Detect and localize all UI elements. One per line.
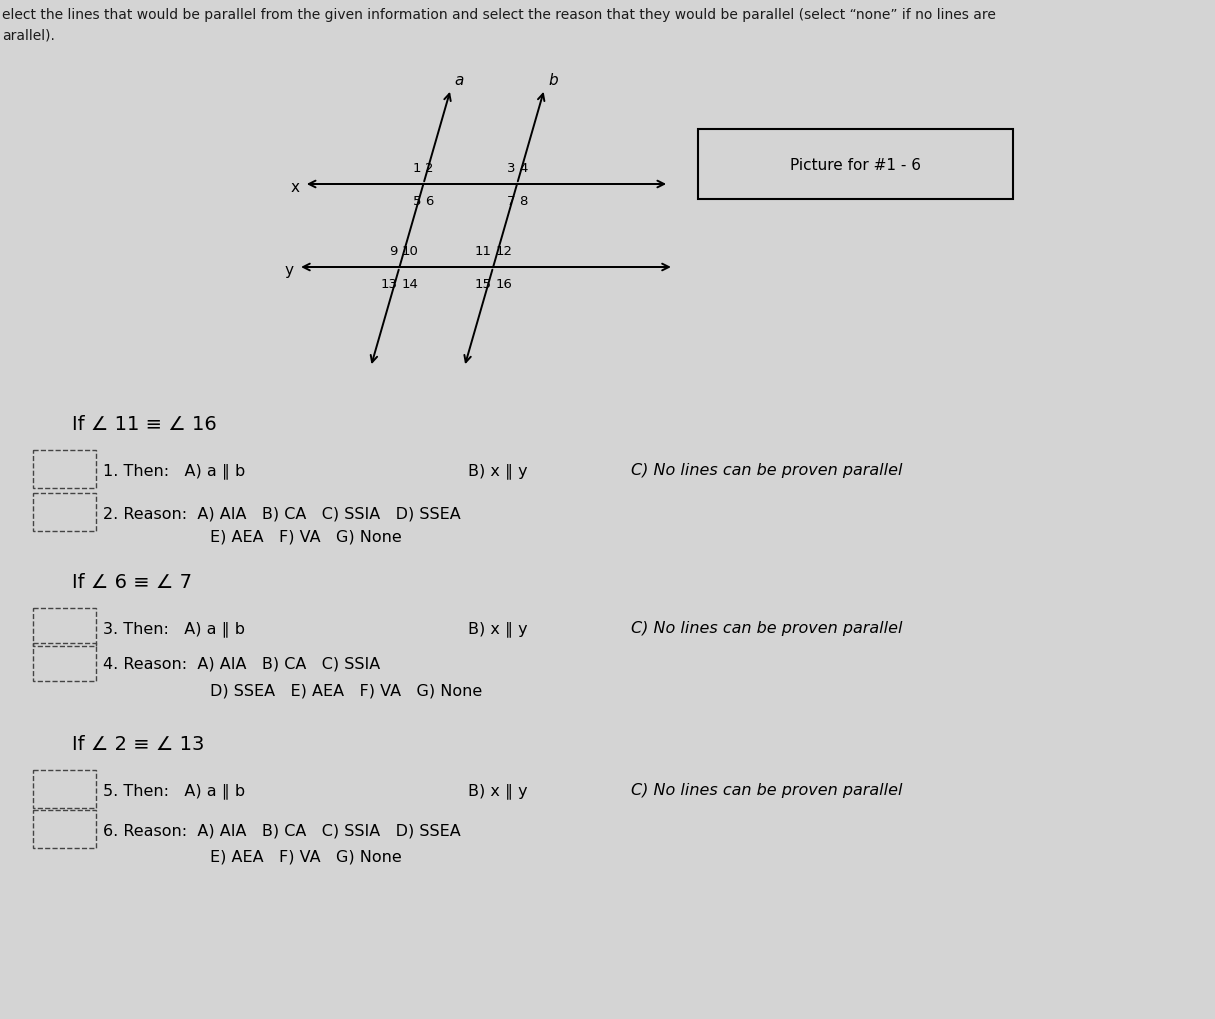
Text: elect the lines that would be parallel from the given information and select the: elect the lines that would be parallel f… (2, 8, 996, 22)
Text: 6. Reason:  A) AIA   B) CA   C) SSIA   D) SSEA: 6. Reason: A) AIA B) CA C) SSIA D) SSEA (103, 822, 460, 838)
Bar (34, 493, 96, 532)
Text: 4. Reason:  A) AIA   B) CA   C) SSIA: 4. Reason: A) AIA B) CA C) SSIA (103, 656, 380, 671)
Text: If ∠ 11 ≡ ∠ 16: If ∠ 11 ≡ ∠ 16 (72, 415, 216, 433)
Text: b: b (548, 73, 558, 88)
Text: If ∠ 2 ≡ ∠ 13: If ∠ 2 ≡ ∠ 13 (72, 735, 204, 753)
Bar (34, 770, 96, 808)
Text: C) No lines can be proven parallel: C) No lines can be proven parallel (631, 463, 903, 478)
Text: 6: 6 (425, 195, 434, 208)
Text: arallel).: arallel). (2, 28, 55, 42)
Text: B) x ∥ y: B) x ∥ y (468, 621, 529, 636)
Text: 13: 13 (380, 278, 397, 290)
Text: 2: 2 (425, 162, 434, 175)
Text: If ∠ 6 ≡ ∠ 7: If ∠ 6 ≡ ∠ 7 (72, 573, 192, 591)
Text: D) SSEA   E) AEA   F) VA   G) None: D) SSEA E) AEA F) VA G) None (210, 683, 482, 697)
Text: 5. Then:   A) a ∥ b: 5. Then: A) a ∥ b (103, 783, 245, 798)
Text: 5: 5 (413, 195, 422, 208)
Text: C) No lines can be proven parallel: C) No lines can be proven parallel (631, 621, 903, 636)
Text: y: y (284, 262, 293, 277)
Text: B) x ∥ y: B) x ∥ y (468, 463, 529, 478)
Text: 3. Then:   A) a ∥ b: 3. Then: A) a ∥ b (103, 621, 245, 636)
Text: 9: 9 (389, 245, 397, 258)
Text: C) No lines can be proven parallel: C) No lines can be proven parallel (631, 783, 903, 798)
Bar (34, 810, 96, 848)
Text: 14: 14 (401, 278, 418, 290)
Text: 16: 16 (495, 278, 512, 290)
Text: Picture for #1 - 6: Picture for #1 - 6 (790, 157, 921, 172)
Text: 11: 11 (474, 245, 491, 258)
Bar (34, 450, 96, 488)
Text: 8: 8 (519, 195, 527, 208)
Text: E) AEA   F) VA   G) None: E) AEA F) VA G) None (210, 849, 402, 864)
Text: x: x (290, 179, 299, 195)
Bar (34, 608, 96, 646)
Bar (34, 643, 96, 682)
Text: B) x ∥ y: B) x ∥ y (468, 783, 529, 798)
Text: 12: 12 (495, 245, 512, 258)
Text: E) AEA   F) VA   G) None: E) AEA F) VA G) None (210, 530, 402, 544)
Text: 3: 3 (507, 162, 515, 175)
Bar (697, 129, 1013, 200)
Text: 10: 10 (401, 245, 418, 258)
Text: 2. Reason:  A) AIA   B) CA   C) SSIA   D) SSEA: 2. Reason: A) AIA B) CA C) SSIA D) SSEA (103, 506, 460, 521)
Text: 4: 4 (519, 162, 527, 175)
Text: 1: 1 (413, 162, 422, 175)
Text: a: a (454, 73, 464, 88)
Text: 15: 15 (474, 278, 491, 290)
Text: 1. Then:   A) a ∥ b: 1. Then: A) a ∥ b (103, 463, 245, 478)
Text: 7: 7 (507, 195, 515, 208)
